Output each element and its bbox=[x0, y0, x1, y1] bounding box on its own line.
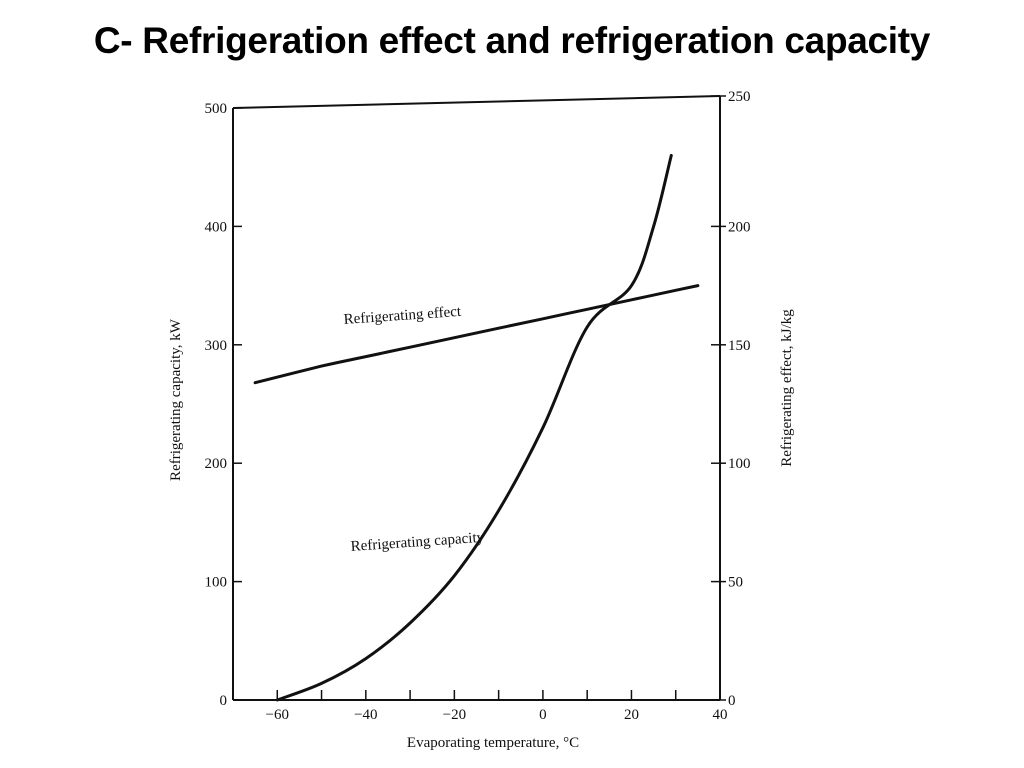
left-axis-title: Refrigerating capacity, kW bbox=[168, 318, 184, 481]
x-axis-title: Evaporating temperature, °C bbox=[407, 735, 579, 751]
right-axis-title: Refrigerating effect, kJ/kg bbox=[779, 309, 795, 467]
left-tick-label: 200 bbox=[205, 456, 228, 472]
x-tick-label: −60 bbox=[266, 707, 289, 723]
right-tick-label: 100 bbox=[728, 456, 751, 472]
x-tick-label: 40 bbox=[713, 707, 728, 723]
left-tick-label: 100 bbox=[205, 575, 228, 591]
left-tick-label: 400 bbox=[205, 219, 228, 235]
series-label-refrigerating-effect: Refrigerating effect bbox=[343, 304, 462, 328]
plot-frame bbox=[232, 95, 721, 701]
x-tick-label: −40 bbox=[354, 707, 377, 723]
slide-title: C- Refrigeration effect and refrigeratio… bbox=[93, 20, 931, 61]
right-tick-label: 50 bbox=[728, 575, 743, 591]
series-line-refrigerating-effect bbox=[253, 284, 700, 385]
left-tick-label: 500 bbox=[205, 101, 228, 117]
axis-ticks: −60 −40 −20 0 20 4001002003004005000501001502… bbox=[205, 89, 751, 723]
left-tick-label: 300 bbox=[205, 338, 228, 354]
series-line-refrigerating-capacity bbox=[275, 153, 673, 702]
top-border-line bbox=[232, 95, 721, 109]
left-tick-label: 0 bbox=[220, 693, 228, 709]
series-layer bbox=[253, 153, 700, 702]
right-tick-label: 150 bbox=[728, 338, 751, 354]
right-tick-label: 250 bbox=[728, 89, 751, 105]
right-tick-label: 0 bbox=[728, 693, 736, 709]
series-label-refrigerating-capacity: Refrigerating capacity bbox=[350, 530, 485, 555]
x-tick-label: 0 bbox=[539, 707, 547, 723]
x-tick-label: −20 bbox=[443, 707, 466, 723]
right-tick-label: 200 bbox=[728, 219, 751, 235]
x-tick-label: 20 bbox=[624, 707, 639, 723]
